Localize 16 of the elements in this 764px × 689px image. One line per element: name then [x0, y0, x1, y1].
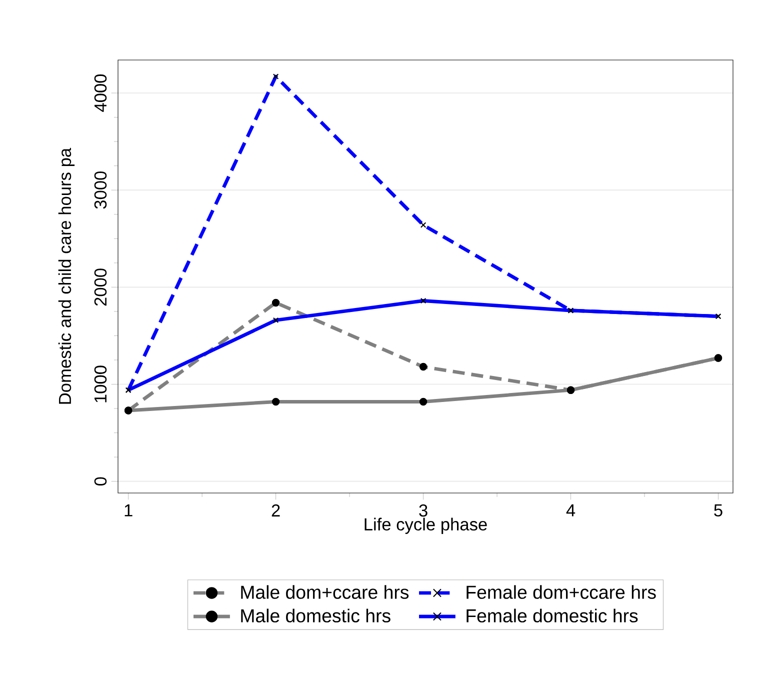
legend-label: Male dom+ccare hrs: [241, 585, 409, 599]
x-tick-label: 1: [124, 504, 132, 516]
x-tick-label: 4: [566, 504, 576, 516]
x-tick-label: 2: [272, 504, 280, 516]
legend-label: Male domestic hrs: [241, 608, 390, 622]
y-tick-label: 4000: [94, 74, 107, 112]
y-tick-label: 3000: [94, 171, 107, 209]
x-axis-title: Life cycle phase: [364, 518, 487, 534]
legend-label: Female domestic hrs: [466, 608, 638, 622]
y-tick-label: 1000: [94, 366, 107, 402]
x-tick-label: 3: [419, 504, 428, 517]
y-tick-label: 2000: [94, 268, 107, 306]
legend-label: Female dom+ccare hrs: [466, 585, 656, 599]
y-tick-label: 0: [94, 477, 107, 486]
x-tick-label: 5: [714, 504, 722, 516]
y-axis-title: Domestic and child care hours pa: [58, 148, 75, 404]
